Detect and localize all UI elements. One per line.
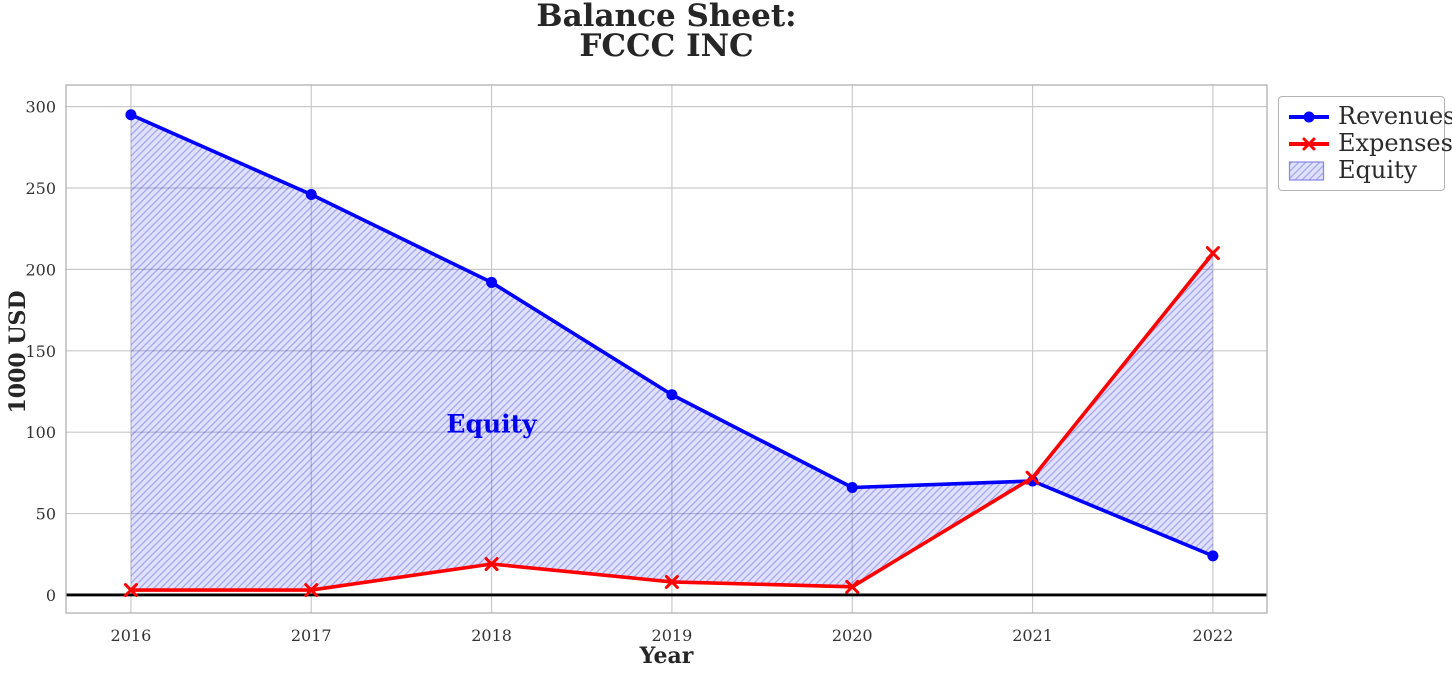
plot-border: [65, 84, 1268, 614]
legend-label-equity: Equity: [1338, 156, 1418, 184]
expenses-marker: [845, 579, 860, 594]
y-tick-label: 200: [25, 260, 56, 279]
revenues-marker: [1207, 550, 1219, 562]
legend: Revenues Expenses Equity: [1278, 96, 1452, 191]
revenues-marker: [305, 189, 317, 201]
legend-item-revenues: Revenues: [1288, 103, 1452, 130]
x-tick-label: 2020: [832, 626, 873, 645]
expenses-marker: [123, 583, 138, 598]
expenses-marker: [1205, 246, 1220, 261]
revenues-marker: [666, 389, 678, 401]
x-tick-label: 2017: [291, 626, 332, 645]
expenses-marker: [484, 557, 499, 572]
x-tick-label: 2022: [1193, 626, 1234, 645]
equity-annotation: Equity: [446, 409, 537, 439]
y-tick-label: 100: [25, 423, 56, 442]
revenues-line-swatch-icon: [1289, 111, 1329, 122]
chart-title-line2: FCCC INC: [579, 28, 754, 64]
expenses-line-swatch-icon: [1289, 137, 1329, 150]
expenses-marker: [304, 583, 319, 598]
revenues-marker: [486, 276, 498, 288]
chart-title-line1: Balance Sheet:: [536, 0, 797, 34]
x-axis-label: Year: [639, 643, 694, 669]
legend-label-expenses: Expenses: [1338, 129, 1452, 157]
y-tick-label: 250: [25, 179, 56, 198]
revenues-marker: [125, 109, 137, 121]
x-tick-label: 2016: [111, 626, 152, 645]
legend-item-expenses: Expenses: [1288, 130, 1452, 157]
y-tick-label: 150: [25, 342, 56, 361]
revenues-marker: [846, 482, 858, 494]
x-tick-label: 2019: [652, 626, 693, 645]
x-tick-label: 2018: [471, 626, 512, 645]
x-tick-label: 2021: [1012, 626, 1053, 645]
legend-item-equity: Equity: [1288, 157, 1436, 184]
chart-title: Balance Sheet: FCCC INC: [66, 0, 1267, 64]
equity-fill-area: [130, 114, 1213, 591]
y-tick-label: 0: [46, 586, 56, 605]
equity-hatch-swatch-icon: [1288, 160, 1325, 181]
expenses-marker: [1025, 470, 1040, 485]
expenses-marker: [664, 574, 679, 589]
y-axis-label: 1000 USD: [5, 290, 31, 414]
legend-label-revenues: Revenues: [1338, 102, 1452, 130]
y-tick-label: 300: [25, 98, 56, 117]
y-tick-label: 50: [36, 505, 56, 524]
